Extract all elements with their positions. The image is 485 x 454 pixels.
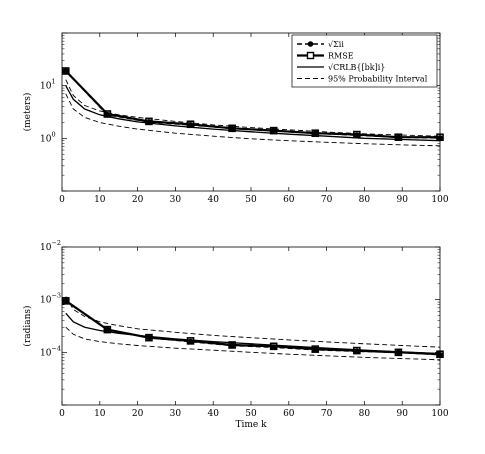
bottom-series-line bbox=[65, 312, 441, 355]
top-legend: √Σii RMSE √CRLB{[bk]i} 95% Probability Inte… bbox=[291, 34, 438, 88]
bottom-series-marker bbox=[61, 297, 70, 305]
top-legend-label: √Σii bbox=[328, 40, 344, 49]
top-x-tick-label: 70 bbox=[321, 195, 333, 205]
top-x-tick-label: 100 bbox=[431, 195, 448, 205]
top-x-tick-label: 80 bbox=[359, 195, 371, 205]
top-series-marker bbox=[61, 67, 70, 75]
bottom-chart: 0 10 20 30 40 50 60 70 80 90 100 10−4 10−3 10−2 (radia… bbox=[22, 239, 449, 430]
bottom-x-tick-label: 0 bbox=[59, 409, 65, 419]
top-x-tick-label: 50 bbox=[245, 195, 257, 205]
top-series-marker bbox=[394, 133, 403, 142]
top-x-tick-label: 0 bbox=[59, 195, 65, 205]
top-x-tick-label: 40 bbox=[207, 195, 219, 205]
top-legend-marker bbox=[306, 51, 315, 60]
bottom-series-marker bbox=[269, 342, 278, 351]
bottom-y-tick-label: 10−4 bbox=[40, 344, 61, 358]
top-series-line bbox=[65, 70, 440, 139]
bottom-series-line bbox=[65, 326, 441, 361]
bottom-series-marker bbox=[145, 333, 153, 342]
top-x-tick-label: 60 bbox=[283, 195, 295, 205]
bottom-x-axis-label: Time k bbox=[235, 420, 267, 430]
top-series-marker bbox=[228, 124, 236, 133]
bottom-y-tick-label: 10−3 bbox=[40, 292, 61, 306]
bottom-x-tick-label: 10 bbox=[94, 409, 106, 419]
top-legend-marker bbox=[307, 41, 314, 47]
bottom-y-axis-label: (radians) bbox=[22, 305, 33, 346]
bottom-x-tick-label: 60 bbox=[283, 409, 295, 419]
bottom-x-tick-label: 100 bbox=[431, 409, 448, 419]
top-x-tick-label: 10 bbox=[94, 195, 106, 205]
bottom-series-marker bbox=[186, 337, 195, 345]
top-legend-label: √CRLB{[bk]i} bbox=[328, 63, 385, 72]
top-x-tick-label: 30 bbox=[170, 195, 182, 205]
bottom-x-tick-label: 80 bbox=[359, 409, 371, 419]
bottom-series-marker bbox=[436, 350, 444, 359]
bottom-series-marker bbox=[103, 325, 112, 334]
bottom-series-line bbox=[65, 299, 441, 356]
bottom-x-tick-label: 20 bbox=[132, 409, 144, 419]
top-legend-label: RMSE bbox=[328, 52, 354, 61]
top-legend-label: 95% Probability Interval bbox=[328, 75, 428, 84]
bottom-series-marker bbox=[311, 345, 320, 353]
bottom-x-tick-label: 90 bbox=[396, 409, 408, 419]
bottom-x-tick-label: 70 bbox=[321, 409, 333, 419]
top-series-line bbox=[65, 85, 441, 142]
bottom-x-tick-label: 50 bbox=[245, 409, 257, 419]
top-series-line bbox=[65, 79, 441, 137]
bottom-series-marker bbox=[228, 341, 236, 349]
bottom-x-tick-label: 40 bbox=[207, 409, 219, 419]
bottom-series-line bbox=[65, 296, 441, 348]
top-x-tick-label: 20 bbox=[132, 195, 144, 205]
bottom-x-tick-label: 30 bbox=[170, 409, 182, 419]
bottom-plot-frame bbox=[61, 246, 441, 406]
top-x-tick-label: 90 bbox=[396, 195, 408, 205]
top-chart: 0 10 20 30 40 50 60 70 80 90 100 100 101 (meters) √Σii… bbox=[22, 32, 449, 205]
bottom-y-tick-label: 10−2 bbox=[40, 239, 61, 253]
top-y-axis-label: (meters) bbox=[22, 93, 33, 132]
top-y-tick-label: 100 bbox=[40, 130, 56, 144]
top-series-line bbox=[65, 93, 441, 147]
top-y-tick-label: 101 bbox=[40, 78, 56, 92]
